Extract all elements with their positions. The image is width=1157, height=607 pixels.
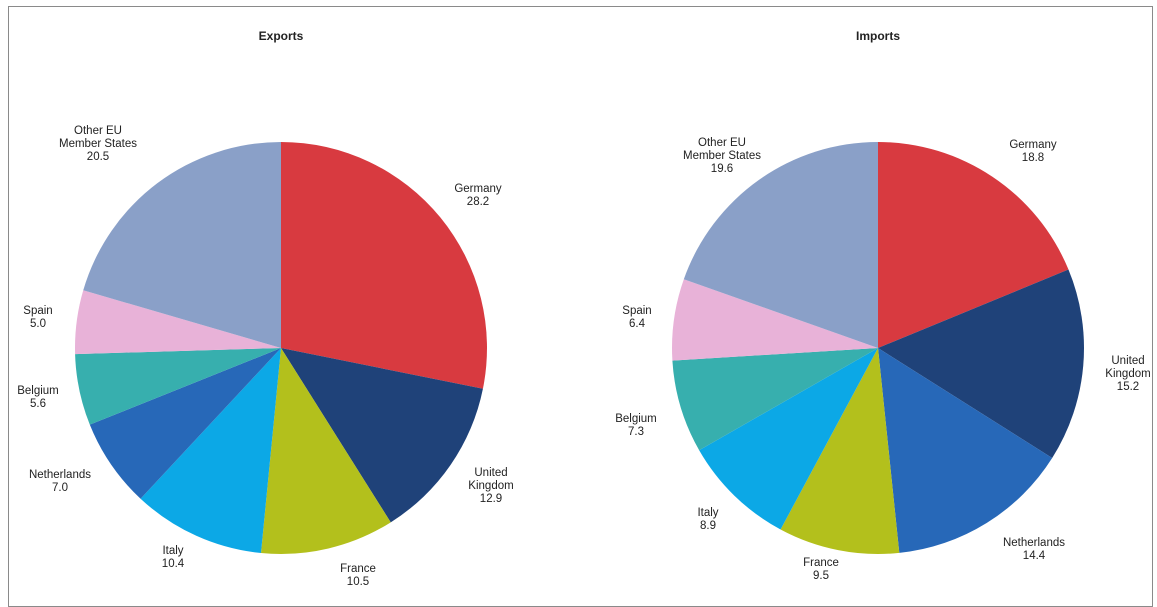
- exports-label-france: France 10.5: [340, 563, 376, 588]
- imports-label-italy: Italy 8.9: [697, 507, 718, 532]
- exports-label-belgium: Belgium 5.6: [17, 385, 59, 410]
- exports-slice-belgium: [75, 348, 281, 425]
- imports-slice-united-kingdom: [878, 269, 1084, 459]
- exports-slice-spain: [74, 290, 281, 355]
- exports-label-italy: Italy 10.4: [162, 545, 185, 570]
- exports-slice-france: [260, 348, 391, 555]
- exports-slice-germany: [281, 142, 487, 389]
- exports-title: Exports: [259, 29, 304, 43]
- exports-label-germany: Germany 28.2: [454, 183, 502, 208]
- imports-label-belgium: Belgium 7.3: [615, 413, 657, 438]
- exports-slice-italy: [140, 348, 281, 554]
- imports-label-united-kingdom: United Kingdom 15.2: [1105, 355, 1150, 393]
- imports-label-france: France 9.5: [803, 557, 839, 582]
- imports-slice-netherlands: [878, 348, 1053, 553]
- exports-label-netherlands: Netherlands 7.0: [29, 469, 91, 494]
- imports-slice-belgium: [672, 348, 878, 451]
- exports-label-other-eu-member-states: Other EU Member States 20.5: [59, 125, 137, 163]
- imports-pie-chart: Imports Germany 18.8 United Kingdom 15.2 Neth…: [615, 29, 1150, 582]
- imports-label-other-eu-member-states: Other EU Member States 19.6: [683, 137, 761, 175]
- imports-slice-spain: [672, 279, 878, 361]
- imports-title: Imports: [856, 29, 900, 43]
- imports-label-spain: Spain 6.4: [622, 305, 651, 330]
- imports-slice-italy: [699, 348, 878, 530]
- exports-label-united-kingdom: United Kingdom 12.9: [468, 467, 513, 505]
- imports-slice-other-eu-member-states: [683, 142, 878, 348]
- exports-slice-netherlands: [89, 348, 281, 499]
- exports-pie-chart: Exports Germany 28.2 United Kingdom 12.9 Fran…: [17, 29, 513, 588]
- imports-label-netherlands: Netherlands 14.4: [1003, 537, 1065, 562]
- exports-label-spain: Spain 5.0: [23, 305, 52, 330]
- exports-slice-other-eu-member-states: [83, 141, 281, 348]
- exports-slice-united-kingdom: [281, 348, 483, 523]
- imports-label-germany: Germany 18.8: [1009, 139, 1057, 164]
- imports-slice-france: [780, 348, 900, 555]
- imports-slice-germany: [878, 142, 1069, 348]
